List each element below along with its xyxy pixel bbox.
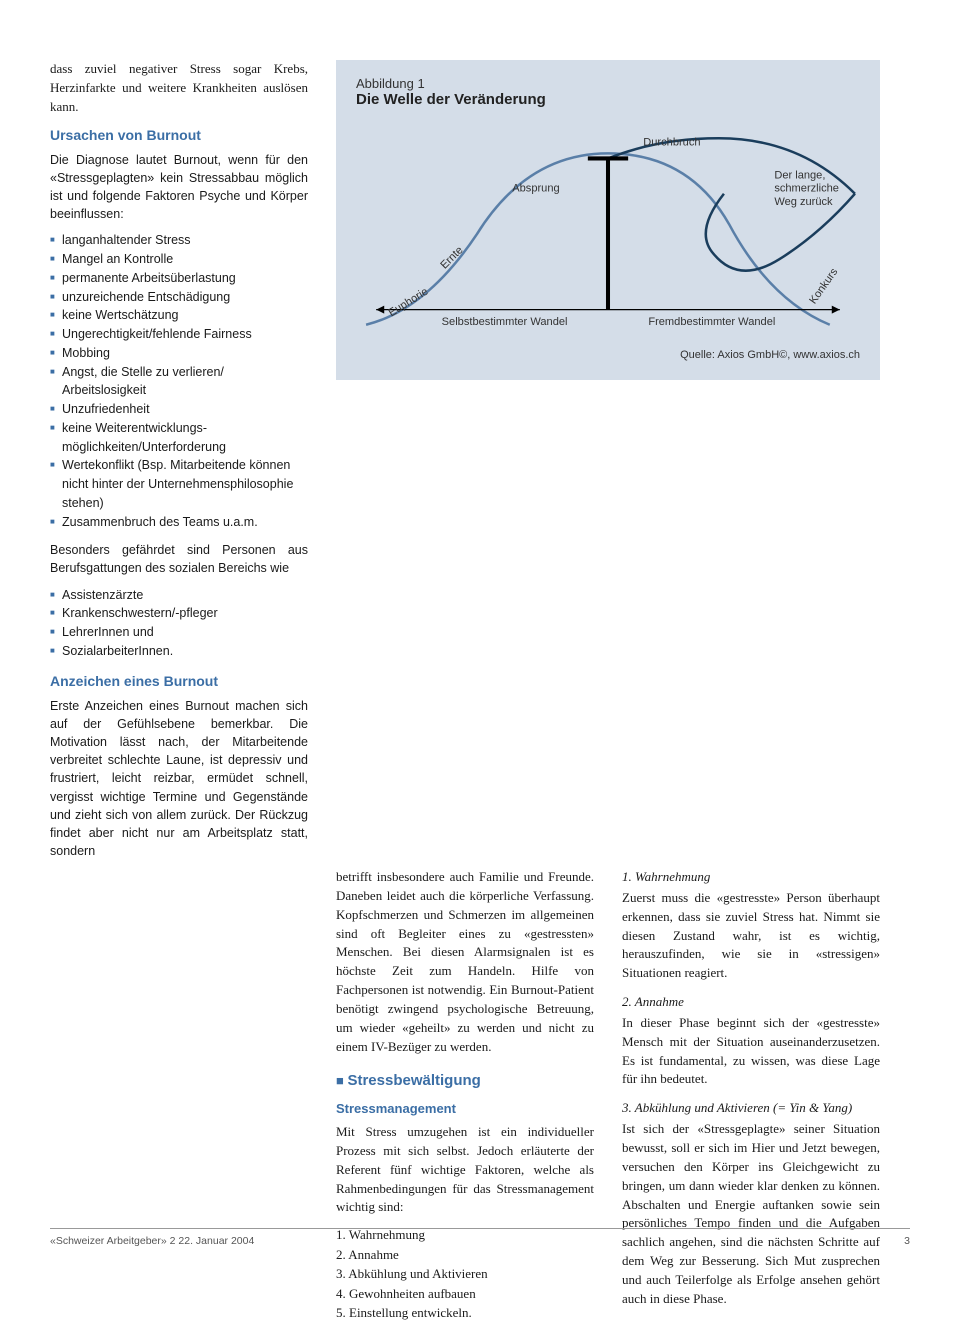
- list-item: 2. Annahme: [336, 1245, 594, 1265]
- label-konkurs: Konkurs: [807, 266, 840, 307]
- label-euphorie: Euphorie: [387, 286, 431, 320]
- subheading-stressmanagement: Stressmanagement: [336, 1100, 594, 1119]
- wave-diagram: Euphorie Ernte Absprung Durchbruch Konku…: [356, 114, 860, 344]
- figure-caption-title: Die Welle der Veränderung: [356, 91, 860, 108]
- figure-source: Quelle: Axios GmbH©, www.axios.ch: [356, 349, 860, 361]
- list-item: Assistenzärzte: [50, 586, 308, 605]
- list-item: 3. Abkühlung und Aktivieren: [336, 1264, 594, 1284]
- list-item: Krankenschwestern/-pfleger: [50, 604, 308, 623]
- label-absprung: Absprung: [512, 183, 559, 195]
- page-footer: «Schweizer Arbeitgeber» 2 22. Januar 200…: [50, 1228, 910, 1247]
- list-item: langanhaltender Stress: [50, 231, 308, 250]
- label-weg-3: Weg zurück: [774, 196, 833, 208]
- step2-para: In dieser Phase beginnt sich der «gestre…: [622, 1014, 880, 1089]
- causes-list: langanhaltender Stress Mangel an Kontrol…: [50, 231, 308, 531]
- column-3: 1. Wahrnehmung Zuerst muss die «gestress…: [622, 868, 880, 1333]
- para-risk: Besonders gefährdet sind Personen aus Be…: [50, 541, 308, 577]
- label-fremd: Fremdbestimmter Wandel: [648, 316, 775, 328]
- list-item: unzureichende Entschädigung: [50, 288, 308, 307]
- list-item: LehrerInnen und: [50, 623, 308, 642]
- figure-wave: Abbildung 1 Die Welle der Veränderung Eu…: [336, 60, 880, 380]
- risk-list: Assistenzärzte Krankenschwestern/-pflege…: [50, 586, 308, 661]
- col2-para1: betrifft insbesondere auch Familie und F…: [336, 868, 594, 1056]
- list-item: 4. Gewohnheiten aufbauen: [336, 1284, 594, 1304]
- heading-stressbewaeltigung: Stressbewältigung: [336, 1070, 594, 1092]
- para-ursachen: Die Diagnose lautet Burnout, wenn für de…: [50, 151, 308, 224]
- list-item: keine Weiterentwicklungs­möglichkeiten/U…: [50, 419, 308, 457]
- list-item: Mobbing: [50, 344, 308, 363]
- list-item: SozialarbeiterInnen.: [50, 642, 308, 661]
- step1-para: Zuerst muss die «gestresste» Person über…: [622, 889, 880, 983]
- list-item: Ungerechtigkeit/fehlende Fairness: [50, 325, 308, 344]
- footer-left: «Schweizer Arbeitgeber» 2 22. Januar 200…: [50, 1235, 254, 1247]
- col2-para2: Mit Stress umzugehen ist ein individuell…: [336, 1123, 594, 1217]
- list-item: Mangel an Kontrolle: [50, 250, 308, 269]
- label-durchbruch: Durchbruch: [643, 136, 700, 148]
- heading-anzeichen: Anzeichen eines Burnout: [50, 671, 308, 691]
- step3-title: 3. Abkühlung und Aktivieren (= Yin & Yan…: [622, 1099, 880, 1118]
- list-item: keine Wertschätzung: [50, 306, 308, 325]
- list-item: Zusammenbruch des Teams u.a.m.: [50, 513, 308, 532]
- footer-page-number: 3: [904, 1235, 910, 1247]
- step1-title: 1. Wahrnehmung: [622, 868, 880, 887]
- list-item: 5. Einstellung entwickeln.: [336, 1303, 594, 1323]
- column-1: dass zuviel negativer Stress sogar Krebs…: [50, 60, 308, 868]
- figure-caption-num: Abbildung 1: [356, 76, 860, 91]
- label-selbst: Selbstbestimmter Wandel: [442, 316, 568, 328]
- para-anzeichen: Erste Anzeichen eines Burnout machen sic…: [50, 697, 308, 860]
- list-item: Unzufriedenheit: [50, 400, 308, 419]
- list-item: permanente Arbeitsüberlastung: [50, 269, 308, 288]
- list-item: Angst, die Stelle zu verlieren/ Arbeitsl…: [50, 363, 308, 401]
- label-weg-1: Der lange,: [774, 170, 825, 182]
- intro-para: dass zuviel negativer Stress sogar Krebs…: [50, 60, 308, 117]
- column-2: betrifft insbesondere auch Familie und F…: [336, 868, 594, 1333]
- label-weg-2: schmerzliche: [774, 183, 839, 195]
- step3-para: Ist sich der «Stressgeplagte» seiner Sit…: [622, 1120, 880, 1308]
- list-item: Wertekonflikt (Bsp. Mitarbeitende können…: [50, 456, 308, 512]
- step2-title: 2. Annahme: [622, 993, 880, 1012]
- heading-ursachen: Ursachen von Burnout: [50, 125, 308, 145]
